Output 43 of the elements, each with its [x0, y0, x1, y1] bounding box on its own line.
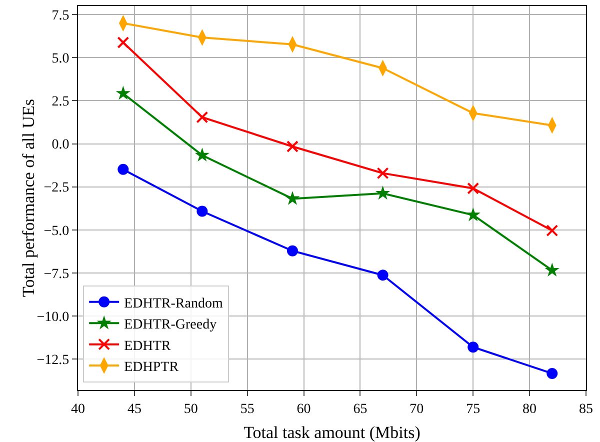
y-tick-label: 7.5 — [52, 8, 70, 24]
x-tick-label: 85 — [579, 402, 593, 417]
legend-label: EDHTR-Random — [124, 296, 223, 312]
point — [286, 245, 298, 256]
y-tick-label: 2.5 — [52, 94, 70, 110]
y-tick-label: 5.0 — [52, 52, 70, 67]
point — [376, 167, 389, 180]
point — [194, 148, 210, 162]
y-tick-label: 0.0 — [52, 138, 70, 153]
point — [466, 207, 480, 222]
x-axis-title: Total task amount (Mbits) — [244, 423, 420, 442]
legend-label: EDHPTR — [124, 360, 180, 375]
legend-label: EDHTR-Greedy — [124, 318, 217, 333]
y-tick-label: −10.0 — [36, 310, 70, 325]
x-tick-label: 45 — [127, 402, 142, 417]
x-tick-label: 40 — [71, 402, 85, 417]
x-tick-label: 55 — [240, 402, 254, 417]
point — [116, 86, 130, 100]
x-tick-label: 75 — [466, 402, 480, 417]
point — [117, 36, 130, 49]
point — [468, 342, 479, 353]
legend-label: EDHTR — [124, 338, 172, 354]
point — [375, 186, 390, 200]
x-tick-label: 65 — [353, 402, 368, 417]
y-tick-label: −5.0 — [44, 224, 70, 239]
x-tick-label: 60 — [296, 402, 311, 417]
point — [377, 270, 388, 281]
x-tick-label: 50 — [184, 402, 198, 417]
point — [546, 368, 558, 379]
y-tick-label: −2.5 — [44, 180, 70, 196]
y-tick-label: −7.5 — [44, 266, 70, 282]
x-tick-label: 70 — [410, 402, 424, 417]
point — [196, 111, 208, 124]
y-tick-label: −12.5 — [36, 352, 70, 368]
point — [544, 262, 560, 277]
point — [286, 140, 298, 153]
point — [118, 164, 129, 175]
y-axis-title: Total performance of all UEs — [19, 98, 38, 298]
point — [467, 182, 480, 194]
point — [196, 206, 208, 217]
x-tick-label: 80 — [522, 402, 537, 417]
point — [546, 224, 558, 237]
point — [285, 190, 300, 205]
